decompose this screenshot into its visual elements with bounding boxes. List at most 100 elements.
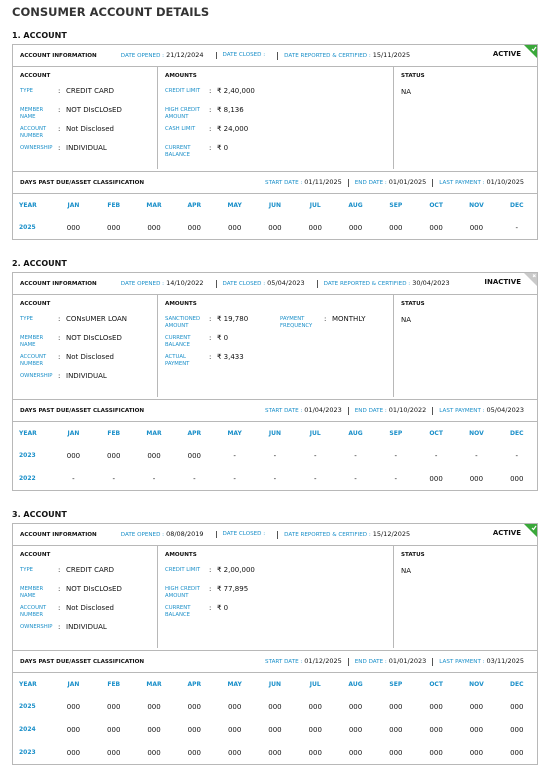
dpd-cell: 000 bbox=[389, 725, 403, 734]
column-header: APR bbox=[187, 429, 202, 437]
status-corner bbox=[524, 524, 537, 537]
field-separator: : bbox=[58, 106, 61, 114]
column-heading: ACCOUNT bbox=[20, 552, 51, 558]
column-heading: STATUS bbox=[401, 73, 425, 79]
info-label: DATE OPENED : bbox=[120, 52, 165, 59]
table-row: 2023 000 000 000 000 - - - - - - - - bbox=[13, 444, 537, 467]
dpd-cell: 000 bbox=[107, 748, 121, 757]
info-value: 08/08/2019 bbox=[166, 529, 204, 538]
dpd-value: 01/11/2025 bbox=[304, 177, 342, 186]
column-heading: ACCOUNT bbox=[20, 301, 51, 307]
column-header: NOV bbox=[469, 429, 484, 437]
field: SANCTIONED AMOUNT: ₹ 19,780 bbox=[165, 316, 386, 329]
field-value: NOT DIsCLOsED bbox=[66, 585, 122, 593]
field-value: ₹ 2,40,000 bbox=[217, 87, 255, 95]
account-heading: 1. ACCOUNT bbox=[12, 31, 67, 40]
status-value: NA bbox=[401, 316, 412, 324]
field-label: HIGH CREDIT AMOUNT bbox=[165, 107, 200, 120]
column-header: FEB bbox=[107, 201, 121, 209]
dpd-cell: 000 bbox=[469, 223, 484, 232]
field: ACCOUNT NUMBER: Not Disclosed bbox=[20, 126, 150, 139]
info-title: ACCOUNT INFORMATION bbox=[20, 52, 97, 59]
dpd-title: DAYS PAST DUE/ASSET CLASSIFICATION bbox=[20, 179, 145, 186]
dpd-value: 03/11/2025 bbox=[486, 656, 524, 665]
dpd-title: DAYS PAST DUE/ASSET CLASSIFICATION bbox=[20, 407, 145, 414]
dpd-cell: 000 bbox=[429, 725, 443, 734]
info-field: DATE OPENED :08/08/2019 bbox=[115, 529, 210, 539]
field-separator: : bbox=[209, 604, 212, 612]
table-body: 2023 000 000 000 000 - - - - - - - - 2022 - - - - - - - - - 000… bbox=[13, 444, 537, 490]
dpd-cell: 000 bbox=[308, 725, 322, 734]
info-field: DATE OPENED :21/12/2024 bbox=[115, 50, 210, 60]
column-header: JAN bbox=[67, 680, 80, 688]
close-icon bbox=[532, 274, 536, 278]
dpd-bar: DAYS PAST DUE/ASSET CLASSIFICATION START … bbox=[13, 171, 537, 194]
dpd-cell: 000 bbox=[227, 223, 242, 232]
column-header: JUL bbox=[309, 680, 321, 688]
info-field: DATE CLOSED : bbox=[215, 52, 272, 59]
info-value: 21/12/2024 bbox=[166, 50, 204, 59]
field-separator: : bbox=[209, 566, 212, 574]
field-separator: : bbox=[58, 585, 61, 593]
dpd-cell: 000 bbox=[66, 223, 81, 232]
account-box: ACCOUNT INFORMATION DATE OPENED :08/08/20… bbox=[12, 523, 538, 765]
dpd-label: LAST PAYMENT : bbox=[439, 407, 485, 414]
field-value: CREDIT CARD bbox=[66, 566, 115, 574]
table-row: 2024 000 000 000 000 000 000 000 000 000 000 000 000 bbox=[13, 718, 537, 741]
field-label: SANCTIONED AMOUNT bbox=[165, 316, 201, 329]
dpd-value: 01/10/2022 bbox=[388, 405, 427, 414]
year-cell: 2025 bbox=[19, 703, 36, 710]
field: TYPE: CREDIT CARD bbox=[20, 567, 150, 580]
field: TYPE: CREDIT CARD bbox=[20, 88, 150, 101]
field-value: ₹ 77,895 bbox=[217, 585, 249, 593]
info-label: DATE REPORTED & CERTIFIED : bbox=[323, 280, 411, 287]
field: MEMBER NAME: NOT DIsCLOsED bbox=[20, 586, 150, 599]
dpd-title: DAYS PAST DUE/ASSET CLASSIFICATION bbox=[20, 658, 145, 665]
column-header: DEC bbox=[510, 201, 524, 209]
dpd-label: START DATE : bbox=[265, 179, 303, 186]
dpd-cell: - bbox=[193, 474, 196, 483]
field-value: CREDIT CARD bbox=[66, 87, 115, 95]
field-value: ₹ 19,780 bbox=[217, 315, 249, 323]
field-separator: : bbox=[209, 144, 212, 152]
field-separator: : bbox=[58, 144, 61, 152]
info-field: DATE REPORTED & CERTIFIED :30/04/2023 bbox=[316, 279, 456, 288]
column-header: MAR bbox=[146, 680, 162, 688]
columns: ACCOUNT TYPE: CREDIT CARD MEMBER NAME: NOT D… bbox=[13, 67, 537, 169]
amounts-column: AMOUNTS CREDIT LIMIT: ₹ 2,00,000 HIGH CREDI… bbox=[158, 546, 394, 648]
column-heading: ACCOUNT bbox=[20, 73, 51, 79]
account-box: ACCOUNT INFORMATION DATE OPENED :21/12/20… bbox=[12, 44, 538, 240]
field: MEMBER NAME: NOT DIsCLOsED bbox=[20, 107, 150, 120]
field-label: MEMBER NAME bbox=[20, 335, 44, 348]
info-label: DATE CLOSED : bbox=[222, 531, 266, 537]
account-box: ACCOUNT INFORMATION DATE OPENED :14/10/20… bbox=[12, 272, 538, 491]
dpd-field: LAST PAYMENT :01/10/2025 bbox=[432, 178, 530, 187]
field-separator: : bbox=[209, 106, 212, 114]
table-row: 2025 000 000 000 000 000 000 000 000 000 000 000 000 bbox=[13, 695, 537, 718]
field-separator: : bbox=[58, 87, 61, 95]
status-badge: ACTIVE bbox=[492, 50, 521, 58]
field-label: CASH LIMIT bbox=[165, 126, 196, 132]
table-head: YEAR JAN FEB MAR APR MAY JUN JUL AUG SEP OCT NOV DEC bbox=[13, 673, 537, 695]
year-cell: 2024 bbox=[19, 726, 36, 733]
column-header: YEAR bbox=[19, 429, 37, 437]
dpd-value: 05/04/2023 bbox=[486, 405, 524, 414]
field-value: Not Disclosed bbox=[66, 125, 114, 133]
header-row: YEAR JAN FEB MAR APR MAY JUN JUL AUG SEP OCT NOV DEC bbox=[13, 422, 537, 444]
status-badge: ACTIVE bbox=[492, 529, 521, 537]
dpd-cell: - bbox=[515, 223, 519, 232]
dpd-cell: - bbox=[515, 451, 519, 460]
column-heading: STATUS bbox=[401, 552, 425, 558]
field: HIGH CREDIT AMOUNT: ₹ 8,136 bbox=[165, 107, 386, 120]
page-title: CONSUMER ACCOUNT DETAILS bbox=[12, 5, 210, 19]
field-label: OWNERSHIP bbox=[20, 624, 53, 630]
field-label: CURRENT BALANCE bbox=[165, 145, 191, 158]
dpd-cell: - bbox=[233, 474, 236, 483]
table-body: 2025 000 000 000 000 000 000 000 000 000 000 000 - bbox=[13, 216, 537, 239]
dpd-bar: DAYS PAST DUE/ASSET CLASSIFICATION START … bbox=[13, 650, 537, 673]
column-heading: AMOUNTS bbox=[165, 301, 197, 307]
status-corner bbox=[524, 45, 537, 58]
dpd-value: 01/01/2023 bbox=[388, 656, 427, 665]
column-header: JUN bbox=[268, 429, 281, 437]
